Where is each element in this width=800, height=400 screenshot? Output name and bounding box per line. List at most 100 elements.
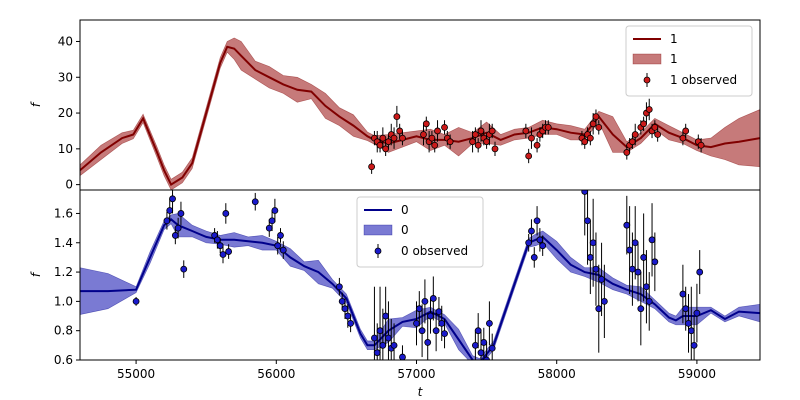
data-marker bbox=[393, 113, 401, 121]
data-marker bbox=[265, 224, 273, 232]
data-marker bbox=[371, 334, 378, 342]
bottom-observed-point bbox=[651, 232, 659, 292]
data-marker bbox=[584, 217, 591, 225]
bottom-observed-point bbox=[474, 313, 482, 349]
data-marker bbox=[483, 356, 490, 360]
top-observed-point bbox=[420, 123, 427, 146]
top-observed-point bbox=[428, 130, 436, 146]
data-marker bbox=[581, 138, 589, 146]
data-marker bbox=[634, 268, 642, 276]
bottom-observed-point bbox=[696, 250, 704, 295]
data-marker bbox=[471, 131, 479, 138]
data-marker bbox=[488, 344, 496, 352]
top-observed-point bbox=[474, 138, 482, 153]
data-marker bbox=[420, 131, 427, 138]
top-observed-point bbox=[491, 141, 499, 156]
data-marker bbox=[483, 138, 490, 146]
data-marker bbox=[376, 141, 384, 149]
data-marker bbox=[385, 334, 392, 342]
bottom-observed-point bbox=[219, 245, 227, 264]
y-tick-label: 0 bbox=[65, 178, 73, 192]
bottom-observed-point bbox=[132, 296, 140, 306]
top-observed-point bbox=[654, 127, 662, 142]
legend-label: 1 observed bbox=[670, 73, 737, 87]
data-marker bbox=[421, 297, 429, 305]
legend-label: 1 bbox=[670, 32, 678, 46]
top-observed-point bbox=[441, 120, 448, 135]
data-marker bbox=[216, 242, 224, 250]
legend-label: 0 bbox=[401, 223, 409, 237]
data-marker bbox=[640, 120, 648, 128]
top-observed-point bbox=[368, 159, 376, 174]
y-tick-label: 40 bbox=[58, 34, 73, 48]
bottom-observed-point bbox=[177, 201, 185, 226]
bottom-observed-point bbox=[274, 236, 282, 255]
data-marker bbox=[271, 207, 279, 214]
legend-label: 0 bbox=[401, 203, 409, 217]
data-marker bbox=[441, 330, 448, 338]
bottom-observed-point bbox=[486, 301, 493, 346]
data-marker bbox=[589, 120, 597, 128]
data-marker bbox=[268, 217, 276, 225]
data-marker bbox=[222, 210, 230, 217]
top-observed-point bbox=[488, 123, 496, 139]
data-marker bbox=[477, 127, 485, 135]
bottom-observed-point bbox=[648, 203, 656, 277]
data-marker bbox=[539, 242, 547, 250]
bottom-observed-point bbox=[277, 228, 284, 243]
top-observed-point bbox=[586, 130, 594, 146]
data-marker bbox=[344, 312, 352, 320]
legend-point-swatch bbox=[374, 247, 382, 255]
legend-point-swatch bbox=[643, 76, 651, 84]
data-marker bbox=[214, 236, 221, 244]
bottom-y-axis: 0.6 0.8 1.0 1.2 1.4 1.6 bbox=[54, 206, 80, 367]
bottom-observed-point bbox=[586, 220, 594, 295]
bottom-observed-point bbox=[373, 323, 381, 360]
data-marker bbox=[415, 305, 423, 313]
bottom-observed-point bbox=[271, 198, 279, 223]
data-marker bbox=[219, 251, 227, 258]
top-observed-point bbox=[446, 134, 454, 149]
data-marker bbox=[428, 134, 436, 142]
top-observed-point bbox=[525, 148, 533, 164]
top-observed-point bbox=[645, 98, 653, 121]
bottom-observed-point bbox=[690, 316, 698, 360]
data-marker bbox=[533, 217, 541, 225]
bottom-observed-point bbox=[480, 327, 488, 358]
bottom-observed-point bbox=[693, 283, 701, 343]
data-marker bbox=[429, 295, 437, 302]
data-marker bbox=[277, 232, 284, 239]
bottom-observed-point bbox=[533, 206, 541, 236]
bottom-panel: 0.60.81.01.21.41.6 55000 56000 57000 58000 5… bbox=[29, 189, 761, 399]
top-plot-area bbox=[80, 37, 760, 190]
data-marker bbox=[685, 319, 692, 327]
data-marker bbox=[396, 127, 404, 135]
top-legend: 1 1 1 observed bbox=[625, 25, 753, 97]
data-marker bbox=[592, 113, 600, 121]
data-marker bbox=[434, 127, 441, 135]
bottom-observed-point bbox=[539, 235, 547, 256]
data-marker bbox=[180, 265, 188, 273]
bottom-observed-point bbox=[222, 203, 230, 224]
bottom-observed-point bbox=[629, 232, 636, 306]
data-marker bbox=[643, 283, 650, 291]
data-marker bbox=[413, 319, 420, 327]
data-marker bbox=[427, 312, 434, 320]
data-marker bbox=[431, 141, 439, 149]
legend-band-swatch bbox=[632, 53, 662, 65]
data-marker bbox=[654, 131, 662, 138]
top-observed-point bbox=[544, 120, 552, 135]
top-observed-point bbox=[533, 138, 541, 153]
data-marker bbox=[637, 305, 645, 313]
data-marker bbox=[645, 106, 653, 113]
data-marker bbox=[469, 138, 476, 146]
bottom-legend: 0 0 0 observed bbox=[356, 196, 484, 268]
data-marker bbox=[347, 319, 354, 327]
bottom-y-axis-label: f bbox=[29, 271, 43, 277]
data-marker bbox=[390, 341, 398, 349]
data-marker bbox=[390, 134, 398, 142]
data-marker bbox=[335, 283, 343, 291]
y-tick-label: 10 bbox=[58, 142, 73, 156]
legend-label: 1 bbox=[670, 52, 678, 66]
